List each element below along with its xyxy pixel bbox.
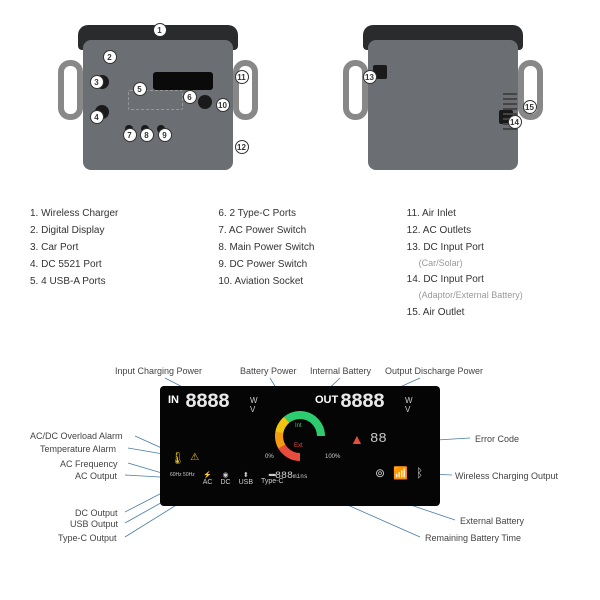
callout-12: 12	[235, 140, 249, 154]
annotation: Temperature Alarm	[40, 444, 116, 454]
annotation: AC Output	[75, 471, 117, 481]
feature-legend: 1. Wireless Charger2. Digital Display3. …	[0, 200, 600, 336]
legend-item-1: 1. Wireless Charger	[30, 205, 193, 222]
product-images: 123456789101112 131415	[0, 0, 600, 200]
legend-item-15: 15. Air Outlet	[407, 304, 570, 321]
callout-2: 2	[103, 50, 117, 64]
callout-7: 7	[123, 128, 137, 142]
callout-15: 15	[523, 100, 537, 114]
alarm-icon: ⚠	[190, 452, 199, 463]
callout-10: 10	[216, 98, 230, 112]
legend-item-8: 8. Main Power Switch	[218, 239, 381, 256]
annotation: Input Charging Power	[115, 366, 202, 376]
display-diagram: Input Charging Power Battery Power Interna…	[0, 336, 600, 566]
callout-9: 9	[158, 128, 172, 142]
error-code: 88	[370, 431, 387, 447]
battery-gauge: Int Ext	[275, 411, 325, 461]
annotation: Type-C Output	[58, 533, 117, 543]
callout-1: 1	[153, 23, 167, 37]
legend-item-5: 5. 4 USB-A Ports	[30, 273, 193, 290]
legend-item-9: 9. DC Power Switch	[218, 256, 381, 273]
out-label: OUT	[315, 394, 338, 406]
callout-11: 11	[235, 70, 249, 84]
temp-icon: 🌡	[170, 451, 185, 465]
legend-item-4: 4. DC 5521 Port	[30, 256, 193, 273]
wifi-icon: 📶	[393, 466, 408, 480]
annotation: USB Output	[70, 519, 118, 529]
legend-item-3: 3. Car Port	[30, 239, 193, 256]
legend-item-13: 13. DC Input Port(Car/Solar)	[407, 239, 570, 271]
annotation: Wireless Charging Output	[455, 471, 558, 481]
error-icon: ▲	[350, 431, 364, 447]
callout-3: 3	[90, 75, 104, 89]
annotation: Remaining Battery Time	[425, 533, 521, 543]
callout-14: 14	[508, 115, 522, 129]
annotation: AC Frequency	[60, 459, 118, 469]
legend-item-12: 12. AC Outlets	[407, 222, 570, 239]
annotation: Error Code	[475, 434, 519, 444]
device-front-view: 123456789101112	[58, 20, 258, 190]
annotation: DC Output	[75, 508, 118, 518]
wireless-icon: ⊚	[375, 466, 385, 480]
device-back-view: 13 1415	[343, 20, 543, 190]
callout-4: 4	[90, 110, 104, 124]
callout-8: 8	[140, 128, 154, 142]
legend-item-2: 2. Digital Display	[30, 222, 193, 239]
annotation: External Battery	[460, 516, 524, 526]
legend-item-7: 7. AC Power Switch	[218, 222, 381, 239]
callout-6: 6	[183, 90, 197, 104]
bluetooth-icon: ᛒ	[416, 466, 423, 480]
annotation: Internal Battery	[310, 366, 371, 376]
legend-item-14: 14. DC Input Port(Adaptor/External Batte…	[407, 271, 570, 303]
in-digits: 8888	[185, 391, 229, 414]
annotation: AC/DC Overload Alarm	[30, 431, 123, 441]
annotation: Output Discharge Power	[385, 366, 483, 376]
callout-5: 5	[133, 82, 147, 96]
legend-item-11: 11. Air Inlet	[407, 205, 570, 222]
legend-item-10: 10. Aviation Socket	[218, 273, 381, 290]
in-label: IN	[168, 394, 179, 406]
callout-13: 13	[363, 70, 377, 84]
lcd-display-panel: IN OUT 8888 8888 WV WV Int Ext 0% 100% 🌡…	[160, 386, 440, 506]
legend-item-6: 6. 2 Type-C Ports	[218, 205, 381, 222]
annotation: Battery Power	[240, 366, 297, 376]
out-digits: 8888	[340, 391, 384, 414]
